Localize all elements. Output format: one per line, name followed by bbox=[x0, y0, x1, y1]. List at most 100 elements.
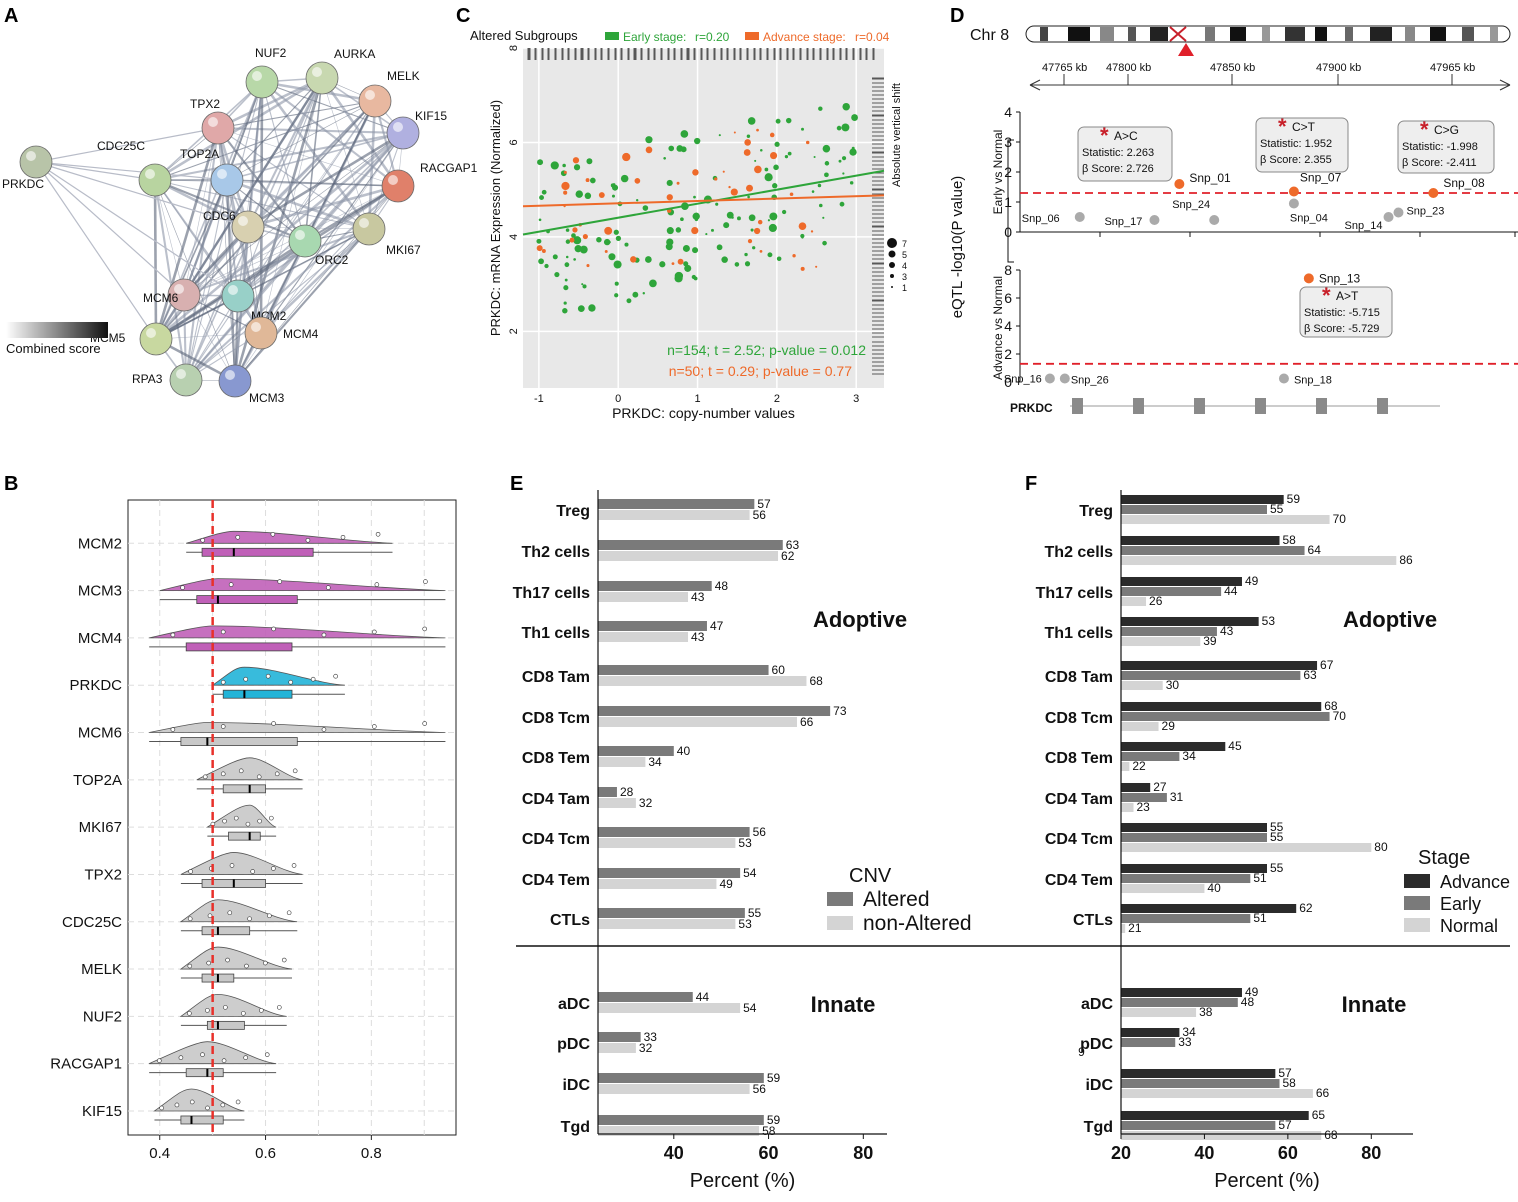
node-label: KIF15 bbox=[415, 109, 447, 123]
early-point bbox=[538, 218, 542, 222]
early-point bbox=[565, 255, 569, 259]
early-point bbox=[851, 114, 858, 121]
x-axis-label: Percent (%) bbox=[690, 1170, 796, 1192]
network-edge bbox=[183, 294, 236, 382]
early-point bbox=[754, 159, 757, 162]
rain-point bbox=[205, 1008, 210, 1013]
early-point bbox=[849, 181, 854, 185]
panel-d-eqtl: Chr 8 47765 kb 47800 kb 47850 kb 47900 kb 479… bbox=[949, 25, 1518, 415]
size-legend-dot bbox=[890, 274, 894, 278]
node-highlight bbox=[217, 169, 227, 179]
early-point bbox=[624, 242, 629, 247]
node-label: MELK bbox=[387, 69, 420, 83]
bar bbox=[598, 908, 745, 918]
bar bbox=[1121, 1008, 1197, 1017]
node-label: NUF2 bbox=[255, 46, 287, 60]
early-point bbox=[581, 283, 584, 286]
size-legend-label: 3 bbox=[902, 272, 907, 282]
node-highlight bbox=[388, 175, 398, 185]
early-point bbox=[693, 195, 696, 199]
advance-point bbox=[586, 264, 590, 268]
prkdc-edge bbox=[35, 161, 156, 181]
rain-point bbox=[325, 585, 331, 590]
node-highlight bbox=[359, 218, 369, 228]
bar bbox=[1121, 505, 1267, 514]
gene-label: PRKDC bbox=[1010, 401, 1053, 415]
callout-beta: β Score: -2.411 bbox=[1402, 157, 1477, 169]
rain-point bbox=[321, 727, 327, 732]
early-point bbox=[772, 183, 778, 189]
advance-point bbox=[622, 152, 631, 162]
network-node bbox=[231, 210, 265, 244]
node-label: TOP2A bbox=[180, 147, 219, 161]
bar bbox=[598, 879, 717, 889]
legend-label: Advance stage: bbox=[763, 30, 846, 44]
snp-label: Snp_07 bbox=[1300, 171, 1342, 185]
fit-line-advance bbox=[522, 194, 885, 208]
bar bbox=[598, 1115, 764, 1125]
snp-point bbox=[1174, 179, 1185, 189]
category-label: NUF2 bbox=[83, 1008, 122, 1025]
chromosome-band bbox=[1315, 27, 1327, 41]
rain-point bbox=[321, 632, 327, 638]
network-edge bbox=[153, 179, 158, 340]
bar-value: 70 bbox=[1333, 709, 1347, 723]
callout-mutation: C>G bbox=[1434, 123, 1459, 137]
advance-point bbox=[730, 188, 738, 196]
advance-point bbox=[676, 181, 680, 185]
bar bbox=[598, 838, 736, 848]
advance-point bbox=[666, 194, 673, 201]
network-edge bbox=[185, 226, 249, 381]
bar bbox=[1121, 803, 1134, 812]
callout-statistic: Statistic: 1.952 bbox=[1260, 138, 1332, 150]
bar-value: 86 bbox=[1399, 553, 1413, 567]
early-point bbox=[734, 262, 740, 267]
snp-label: Snp_17 bbox=[1104, 216, 1142, 228]
bar bbox=[598, 717, 797, 727]
bar bbox=[598, 746, 674, 756]
early-point bbox=[603, 238, 611, 246]
size-legend-dot bbox=[887, 238, 897, 248]
advance-point bbox=[692, 169, 699, 176]
early-point bbox=[626, 298, 632, 304]
rain-point bbox=[157, 1058, 162, 1063]
category-label: Th17 cells bbox=[513, 585, 590, 602]
box bbox=[180, 737, 298, 746]
rain-point bbox=[340, 534, 346, 540]
category-label: CTLs bbox=[1073, 912, 1113, 929]
bar bbox=[598, 868, 741, 878]
bar bbox=[1121, 617, 1259, 626]
advance-point bbox=[746, 184, 753, 192]
early-point bbox=[584, 192, 592, 200]
box bbox=[185, 1068, 224, 1078]
snp-label: Snp_23 bbox=[1406, 206, 1444, 218]
category-label: pDC bbox=[557, 1036, 590, 1053]
early-point bbox=[573, 236, 582, 245]
box bbox=[222, 689, 293, 699]
x-tick-label: 0.6 bbox=[255, 1145, 276, 1162]
early-point bbox=[632, 291, 639, 298]
chromosome-band bbox=[1150, 27, 1168, 41]
legend-swatch bbox=[1404, 918, 1430, 932]
early-point bbox=[723, 222, 730, 229]
rain-point bbox=[206, 960, 211, 966]
early-point bbox=[582, 284, 587, 289]
early-point bbox=[760, 148, 763, 152]
callout-asterisk: * bbox=[1100, 123, 1109, 148]
callout-asterisk: * bbox=[1322, 283, 1331, 308]
bar-value: 49 bbox=[1245, 985, 1259, 999]
callout-mutation: A>T bbox=[1336, 289, 1359, 303]
network-node bbox=[245, 65, 279, 99]
legend-swatch bbox=[1404, 896, 1430, 910]
early-point bbox=[822, 216, 825, 219]
bar-value: 39 bbox=[1203, 634, 1217, 648]
bar-value: 57 bbox=[1278, 1066, 1292, 1080]
network-edge bbox=[261, 81, 399, 187]
bar bbox=[1121, 793, 1167, 802]
network-node bbox=[218, 364, 252, 398]
box bbox=[196, 595, 298, 604]
size-legend-dot bbox=[891, 286, 893, 288]
legend-label: Advance bbox=[1440, 872, 1510, 892]
category-label: CTLs bbox=[550, 912, 590, 929]
